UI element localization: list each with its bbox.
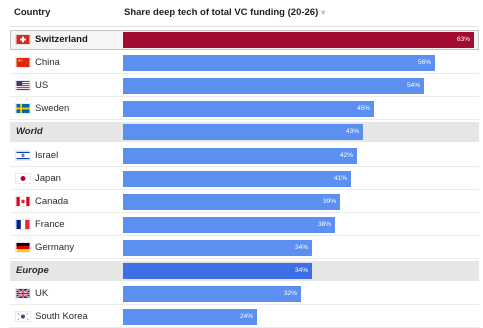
bar[interactable] — [123, 193, 340, 210]
bar[interactable] — [123, 309, 257, 326]
country-column-header[interactable]: Country — [14, 7, 50, 23]
sweden-flag-icon — [15, 103, 31, 115]
germany-flag-icon — [15, 241, 31, 253]
table-row[interactable]: Switzerland 63% — [10, 29, 479, 51]
table-row[interactable]: Germany 34% — [10, 237, 479, 259]
country-column-header-label: Country — [14, 7, 51, 18]
bar[interactable] — [123, 55, 435, 72]
canada-flag-icon — [15, 195, 31, 207]
bar[interactable] — [123, 263, 312, 279]
table-row[interactable]: South Korea 24% — [10, 306, 479, 328]
table-row[interactable]: China 56% — [10, 52, 479, 75]
table-row[interactable]: Sweden 45% — [10, 98, 479, 121]
row-divider — [10, 257, 479, 259]
bar[interactable] — [123, 101, 374, 118]
bar[interactable] — [123, 78, 424, 95]
row-divider — [10, 188, 479, 190]
table-row[interactable]: Japan 41% — [10, 168, 479, 190]
value-label: 54% — [406, 82, 420, 90]
value-label: 45% — [356, 105, 370, 113]
bar[interactable] — [123, 216, 335, 233]
category-label: Switzerland — [35, 34, 88, 45]
value-label: 24% — [239, 313, 253, 321]
category-label: Israel — [35, 149, 59, 161]
value-label: 32% — [283, 290, 297, 298]
value-label: 34% — [294, 243, 308, 251]
bar[interactable] — [123, 239, 312, 256]
row-divider — [10, 73, 479, 75]
category-label: China — [35, 57, 60, 69]
france-flag-icon — [15, 218, 31, 230]
table-row[interactable]: Europe 34% — [10, 260, 479, 282]
category-label: South Korea — [35, 311, 88, 323]
category-label: US — [35, 80, 49, 92]
category-label: Sweden — [35, 103, 70, 115]
bar[interactable] — [123, 124, 363, 141]
bar[interactable] — [123, 286, 301, 303]
chevron-down-icon[interactable]: ▾ — [321, 8, 326, 17]
row-divider — [10, 304, 479, 306]
row-divider — [10, 119, 479, 121]
share-column-header-label: Share deep tech of total VC funding (20-… — [124, 7, 319, 18]
switzerland-flag-icon — [15, 34, 31, 45]
value-label: 42% — [339, 151, 353, 159]
value-label: 38% — [317, 220, 331, 228]
china-flag-icon — [15, 57, 31, 69]
value-label: 56% — [417, 59, 431, 67]
category-label: Germany — [35, 241, 75, 253]
highlight-row-border — [10, 30, 479, 50]
category-label: UK — [35, 288, 49, 300]
row-divider — [10, 96, 479, 98]
share-column-header[interactable]: Share deep tech of total VC funding (20-… — [124, 7, 325, 23]
category-label: Japan — [35, 172, 61, 184]
row-divider — [10, 165, 479, 167]
category-label: World — [16, 126, 43, 138]
israel-flag-icon — [15, 149, 31, 161]
bar[interactable] — [123, 170, 351, 187]
us-flag-icon — [15, 80, 31, 92]
category-label: France — [35, 218, 65, 230]
category-label: Europe — [16, 265, 49, 276]
row-divider — [10, 234, 479, 236]
table-row[interactable]: Canada 39% — [10, 191, 479, 213]
row-divider — [10, 211, 479, 213]
uk-flag-icon — [15, 288, 31, 300]
value-label: 34% — [294, 267, 308, 274]
value-label: 41% — [333, 174, 347, 182]
bar[interactable] — [123, 147, 357, 164]
value-label: 43% — [345, 128, 359, 136]
table-row[interactable]: World 43% — [10, 121, 479, 143]
japan-flag-icon — [15, 172, 31, 184]
table-row[interactable]: France 38% — [10, 214, 479, 236]
category-label: Canada — [35, 195, 69, 207]
bar[interactable] — [123, 32, 474, 48]
value-label: 39% — [322, 197, 336, 205]
table-row[interactable]: US 54% — [10, 75, 479, 98]
table-row[interactable]: UK 32% — [10, 283, 479, 306]
header-divider — [10, 26, 479, 27]
value-label: 63% — [456, 36, 470, 43]
south-korea-flag-icon — [15, 311, 31, 323]
table-row[interactable]: Israel 42% — [10, 145, 479, 167]
